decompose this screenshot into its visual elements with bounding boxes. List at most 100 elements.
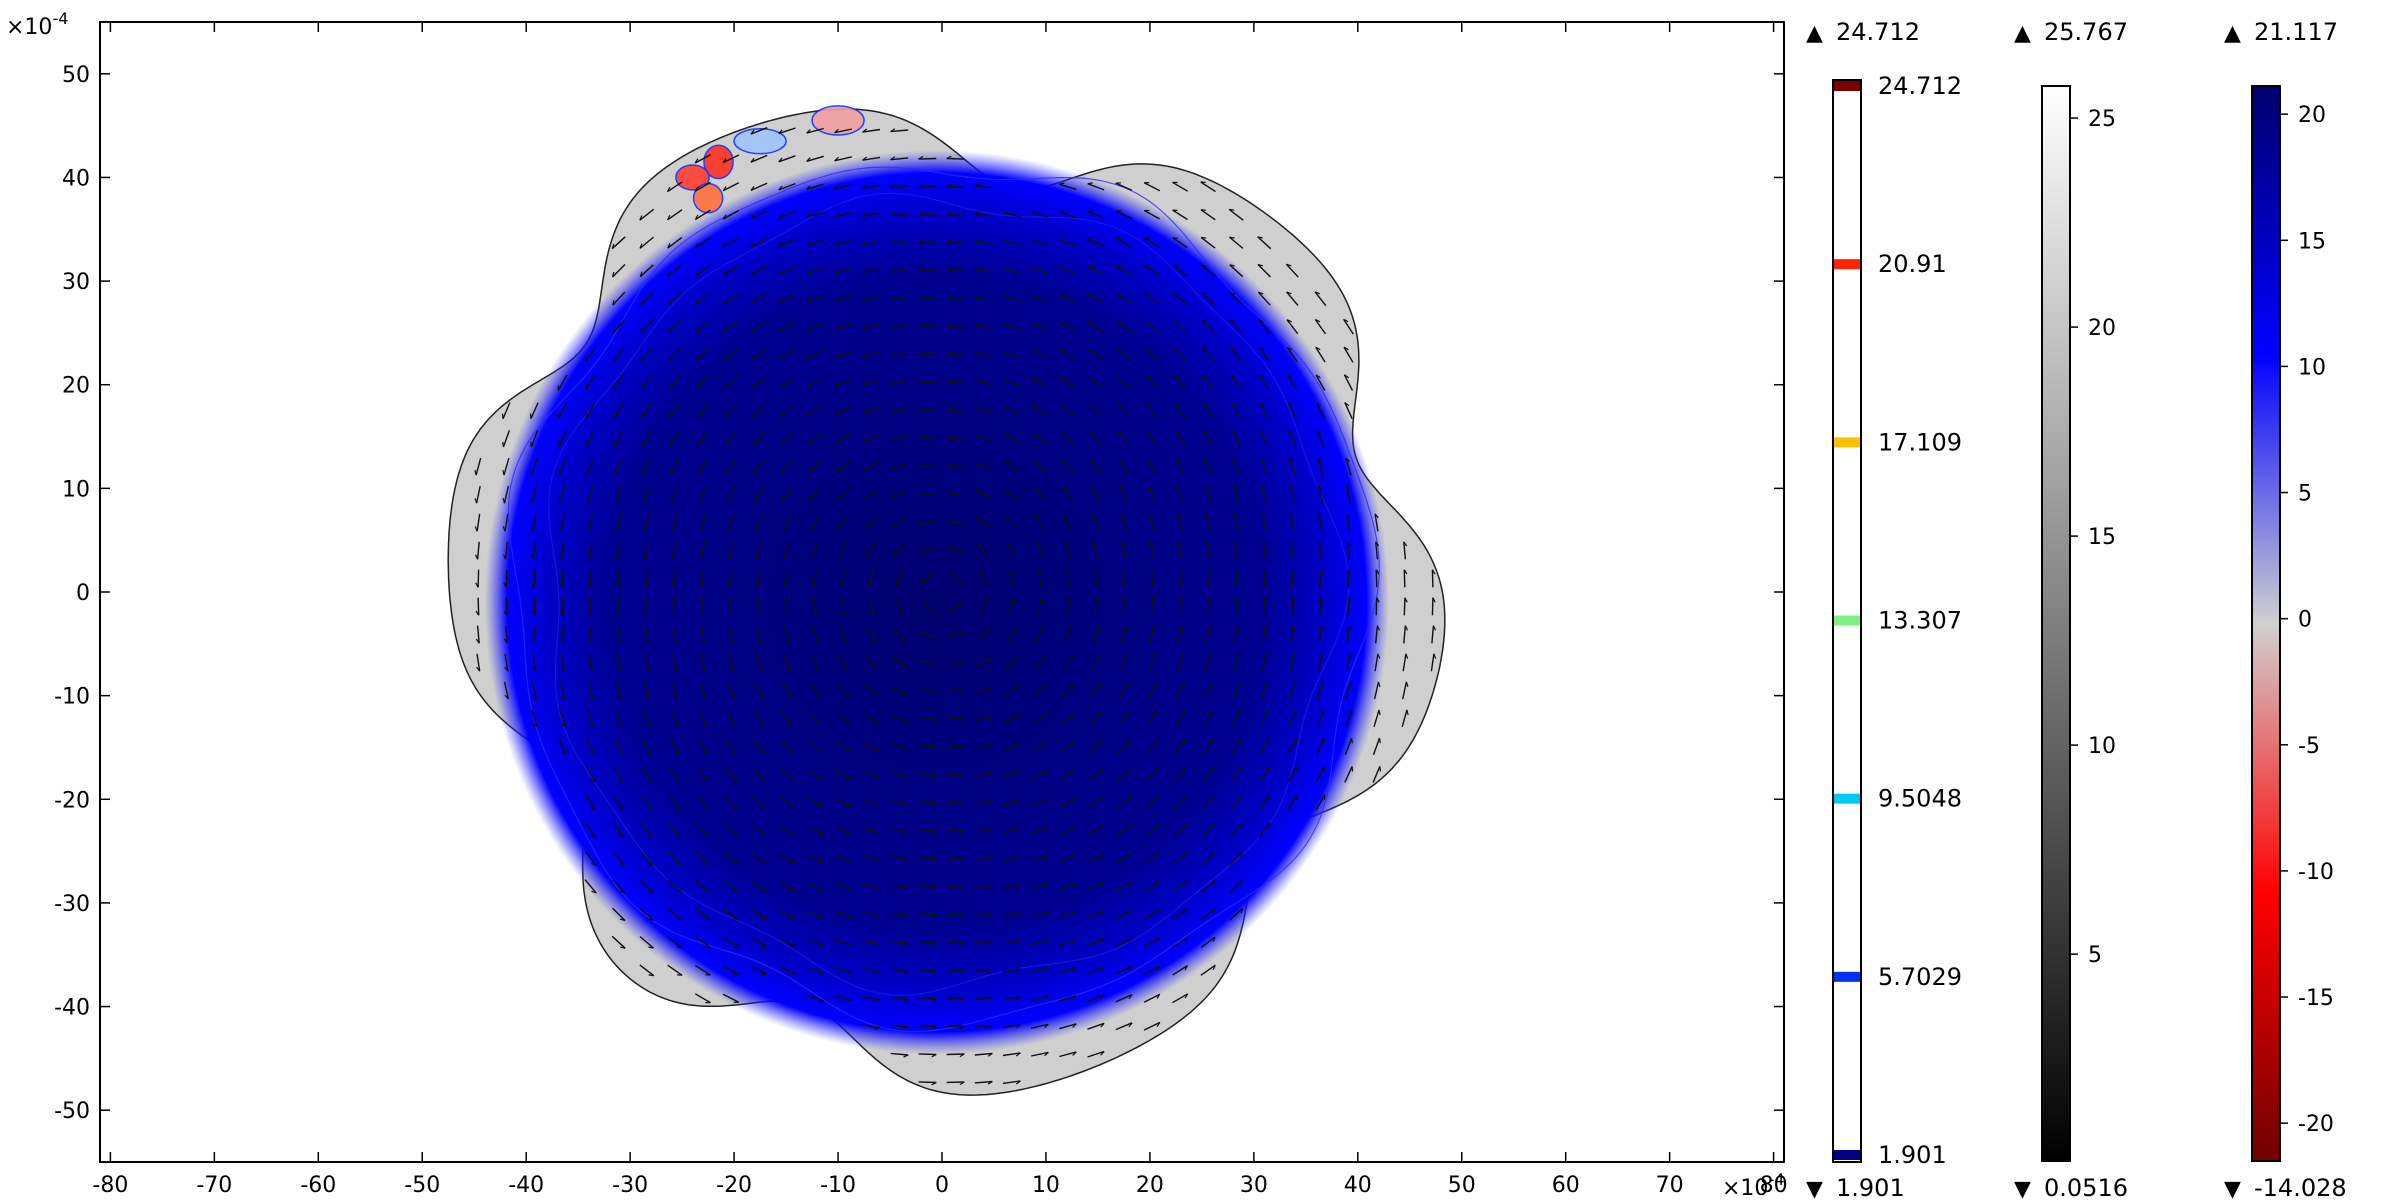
colorbar-1-level-label: 1.901 — [1878, 1141, 1947, 1169]
arrow — [1034, 514, 1046, 531]
arrow-head — [862, 184, 867, 189]
arrow-head — [977, 543, 983, 547]
arrow-head — [702, 750, 708, 755]
arrow — [667, 964, 683, 976]
arrow-head — [1155, 739, 1158, 745]
arrow-head — [1128, 966, 1133, 971]
arrow-head — [750, 270, 755, 276]
arrow-head — [1351, 738, 1353, 744]
arrow-head — [1229, 291, 1236, 295]
arrow — [695, 264, 711, 277]
arrow — [532, 541, 537, 560]
arrow-head — [1128, 824, 1132, 830]
arrow — [1347, 569, 1350, 588]
arrow — [585, 794, 596, 811]
arrow-head — [846, 999, 852, 1003]
arrow-head — [1044, 854, 1049, 860]
arrow — [504, 541, 508, 560]
arrow-head — [750, 185, 755, 191]
arrow — [751, 824, 767, 837]
arrow — [725, 738, 737, 754]
arrow — [974, 213, 993, 217]
arrow — [1059, 966, 1077, 974]
arrow — [974, 800, 993, 805]
arrow-head — [1212, 964, 1216, 971]
arrow — [1200, 908, 1216, 921]
arrow-head — [846, 916, 852, 919]
arrow — [752, 739, 766, 754]
arrow-head — [1033, 487, 1039, 491]
arrow-head — [502, 526, 506, 532]
arrow — [616, 541, 621, 560]
arrow — [1318, 653, 1323, 672]
arrow — [1088, 768, 1104, 781]
arrow — [1230, 766, 1242, 783]
arrow — [695, 908, 711, 921]
arrow — [782, 654, 792, 671]
arrow — [1286, 319, 1299, 335]
arrow-head — [760, 806, 766, 809]
arrow-head — [980, 569, 986, 575]
arrow — [1122, 597, 1126, 616]
arrow — [644, 653, 650, 672]
arrow — [503, 485, 510, 504]
y-tick-label: -50 — [54, 1099, 90, 1124]
arrow-head — [702, 722, 708, 727]
arrow — [671, 681, 679, 699]
arrow — [752, 767, 766, 782]
arrow-head — [900, 638, 906, 642]
arrow — [1290, 625, 1295, 644]
arrow-head — [817, 778, 823, 780]
arrow — [1319, 569, 1322, 588]
arrow — [640, 851, 654, 866]
arrow — [918, 997, 937, 1000]
arrow — [668, 375, 681, 391]
arrow-head — [931, 802, 937, 806]
arrow-head — [1180, 597, 1184, 603]
arrow — [1031, 267, 1049, 274]
arrow-head — [862, 240, 867, 245]
arrow — [1172, 880, 1188, 893]
arrow — [1144, 320, 1160, 333]
arrow — [1002, 268, 1021, 274]
arrow — [614, 458, 623, 476]
arrow-head — [614, 497, 617, 504]
colorbar-2-gradient — [2041, 85, 2071, 1162]
arrow-head — [750, 214, 755, 219]
arrow-head — [1232, 458, 1238, 463]
arrow-head — [1239, 710, 1241, 716]
arrow-head — [639, 299, 643, 306]
arrow-head — [1202, 402, 1208, 407]
arrow-head — [846, 888, 852, 891]
arrow — [1149, 625, 1155, 644]
arrow — [920, 599, 935, 614]
arrow-head — [783, 553, 786, 560]
arrow-head — [903, 1026, 909, 1030]
arrow — [946, 829, 965, 832]
arrow — [1031, 882, 1049, 890]
arrow — [585, 822, 597, 838]
arrow-head — [1031, 322, 1037, 325]
arrow-head — [1015, 996, 1021, 1001]
arrow — [701, 597, 705, 616]
arrow — [1117, 403, 1131, 418]
arrow-head — [1034, 514, 1040, 519]
arrow-head — [890, 128, 896, 133]
arrow-head — [1044, 1023, 1049, 1029]
arrow-head — [703, 778, 709, 782]
arrow-head — [1203, 458, 1209, 463]
arrow — [617, 569, 620, 588]
arrow-head — [561, 722, 566, 728]
arrow-head — [931, 886, 937, 890]
arrow-head — [732, 834, 738, 837]
arrow — [1059, 239, 1077, 247]
arrow — [841, 597, 846, 616]
arrow — [780, 459, 794, 474]
arrow-head — [728, 610, 733, 616]
colorbar-1-level-swatch — [1834, 81, 1860, 91]
arrow-head — [874, 804, 880, 807]
arrow — [1031, 826, 1049, 835]
arrow — [1229, 907, 1244, 921]
arrow — [1202, 375, 1215, 391]
